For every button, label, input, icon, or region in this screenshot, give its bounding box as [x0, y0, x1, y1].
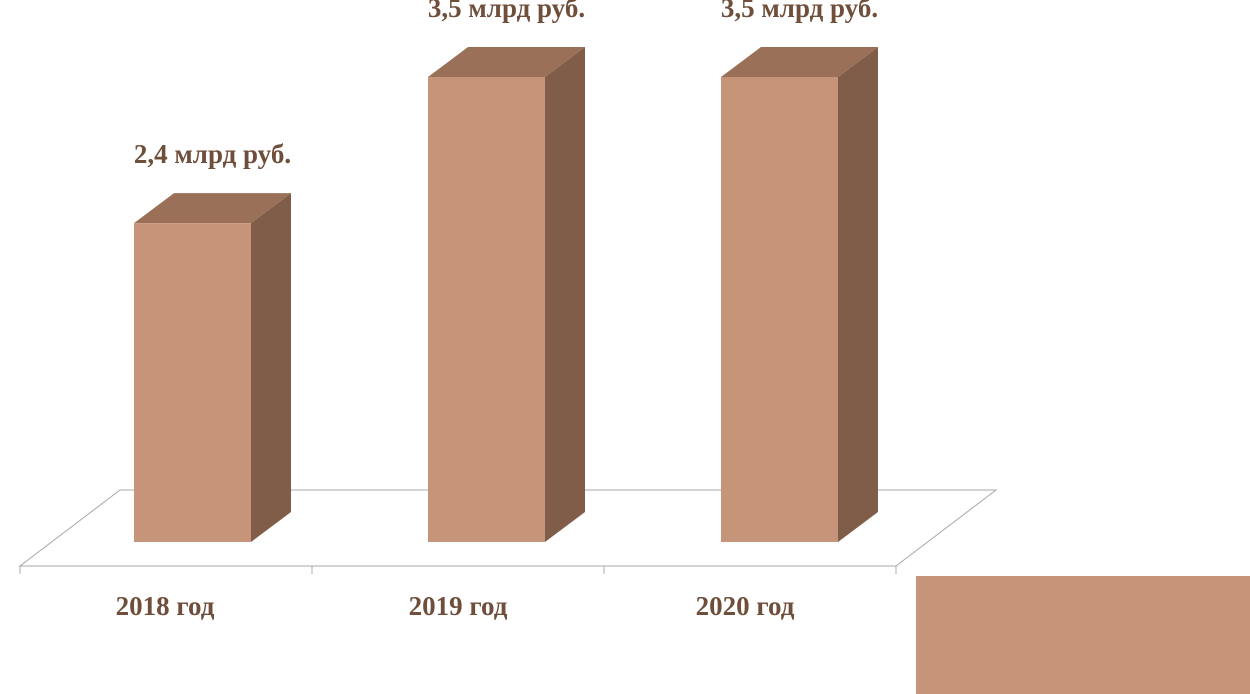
data-label: 3,5 млрд руб. — [428, 0, 585, 23]
x-tick-label: 2018 год — [116, 591, 215, 621]
data-label: 2,4 млрд руб. — [134, 139, 291, 169]
bar-front-face — [721, 77, 838, 542]
bar-side-face — [251, 193, 291, 542]
labels-group: 2,4 млрд руб. 2018 год 3,5 млрд руб. 2019 г… — [116, 0, 878, 621]
corner-block — [916, 576, 1250, 694]
chart-floor — [18, 489, 998, 574]
x-tick-label: 2019 год — [409, 591, 508, 621]
bars-group — [134, 47, 878, 542]
bar-top-face — [134, 193, 291, 224]
bar-top-face — [428, 47, 585, 77]
x-tick-label: 2020 год — [696, 591, 795, 621]
bar-side-face — [838, 47, 878, 542]
bar-side-face — [545, 47, 585, 542]
bar-front-face — [428, 77, 545, 542]
bar-top-face — [721, 47, 878, 77]
data-label: 3,5 млрд руб. — [721, 0, 878, 23]
bar-2 — [428, 47, 585, 542]
bar-3 — [721, 47, 878, 542]
bar-front-face — [134, 223, 251, 542]
bar-1 — [134, 193, 291, 542]
